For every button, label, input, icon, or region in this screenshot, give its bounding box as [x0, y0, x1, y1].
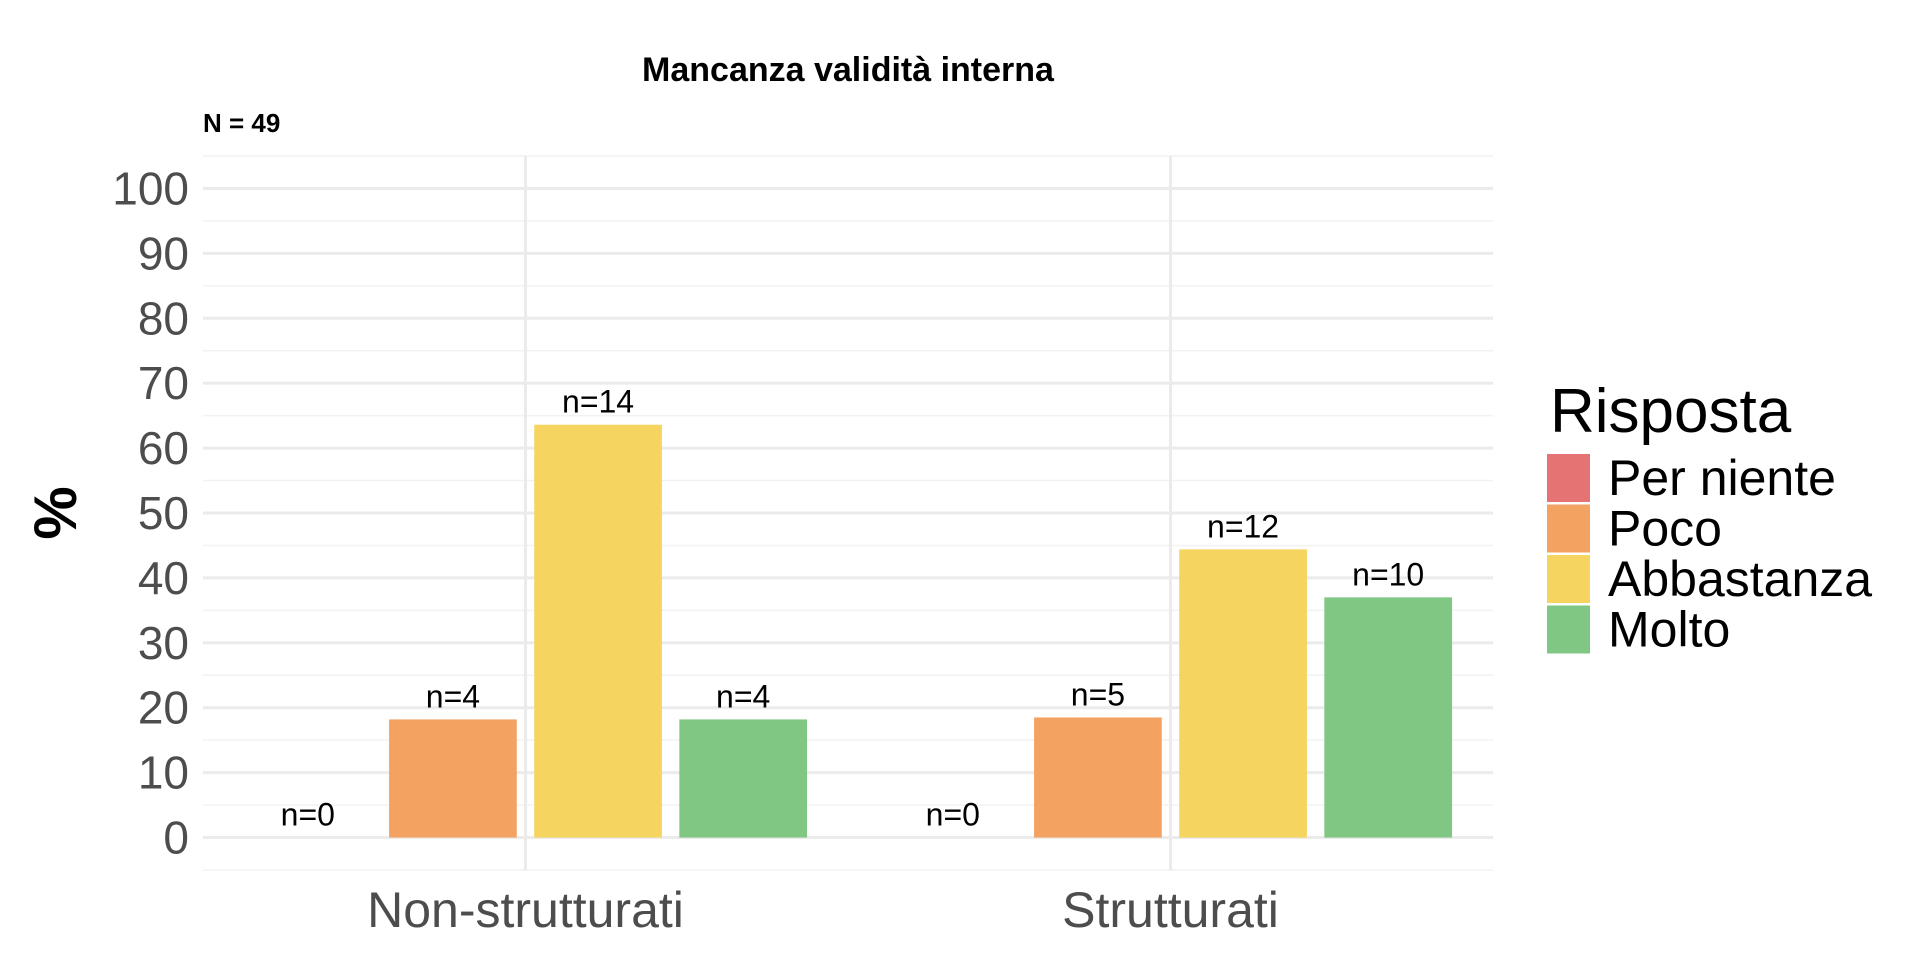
y-tick-label: 40	[138, 552, 189, 604]
chart-title: Mancanza validità interna	[642, 51, 1055, 89]
bar-data-label: n=5	[1071, 676, 1125, 712]
y-tick-label: 50	[138, 487, 189, 539]
bar-data-label: n=4	[716, 678, 770, 714]
legend-label: Abbastanza	[1608, 551, 1872, 607]
bar-data-label: n=0	[281, 797, 335, 833]
legend-key	[1547, 605, 1590, 654]
bar-data-label: n=12	[1207, 508, 1279, 544]
bar-labels: n=0 n=4 n=14 n=4 n=0 n=5 n=12 n=10	[281, 384, 1425, 833]
chart-subtitle: N = 49	[203, 108, 280, 138]
legend-label: Poco	[1608, 501, 1722, 557]
legend-key	[1547, 555, 1590, 603]
y-tick-label: 80	[138, 292, 189, 344]
bar-data-label: n=14	[562, 384, 634, 420]
bar	[1034, 717, 1162, 838]
x-tick-label: Non-strutturati	[367, 882, 684, 938]
bar-data-label: n=10	[1352, 556, 1424, 592]
bar-data-label: n=0	[926, 797, 980, 833]
bar	[1179, 549, 1307, 838]
bars	[389, 424, 1453, 838]
y-tick-label: 20	[138, 682, 189, 734]
x-axis-ticks: Non-strutturati Strutturati	[367, 882, 1279, 938]
y-tick-label: 30	[138, 617, 189, 669]
bar	[1324, 597, 1453, 838]
legend-key	[1547, 454, 1590, 502]
bar	[679, 719, 808, 838]
y-tick-label: 60	[138, 422, 189, 474]
legend-label: Per niente	[1608, 450, 1836, 506]
bar-data-label: n=4	[426, 678, 480, 714]
bar	[389, 719, 517, 838]
y-axis-ticks: 0 10 20 30 40 50 60 70 80 90 100	[112, 162, 189, 863]
x-tick-label: Strutturati	[1062, 882, 1279, 938]
bar	[534, 424, 662, 838]
y-tick-label: 0	[163, 812, 189, 864]
y-tick-label: 100	[112, 162, 189, 214]
y-tick-label: 70	[138, 357, 189, 409]
legend-label: Molto	[1608, 602, 1730, 658]
legend-title: Risposta	[1550, 377, 1792, 446]
y-axis-label: %	[22, 486, 89, 539]
y-tick-label: 10	[138, 747, 189, 799]
y-tick-label: 90	[138, 227, 189, 279]
legend-key	[1547, 504, 1590, 553]
